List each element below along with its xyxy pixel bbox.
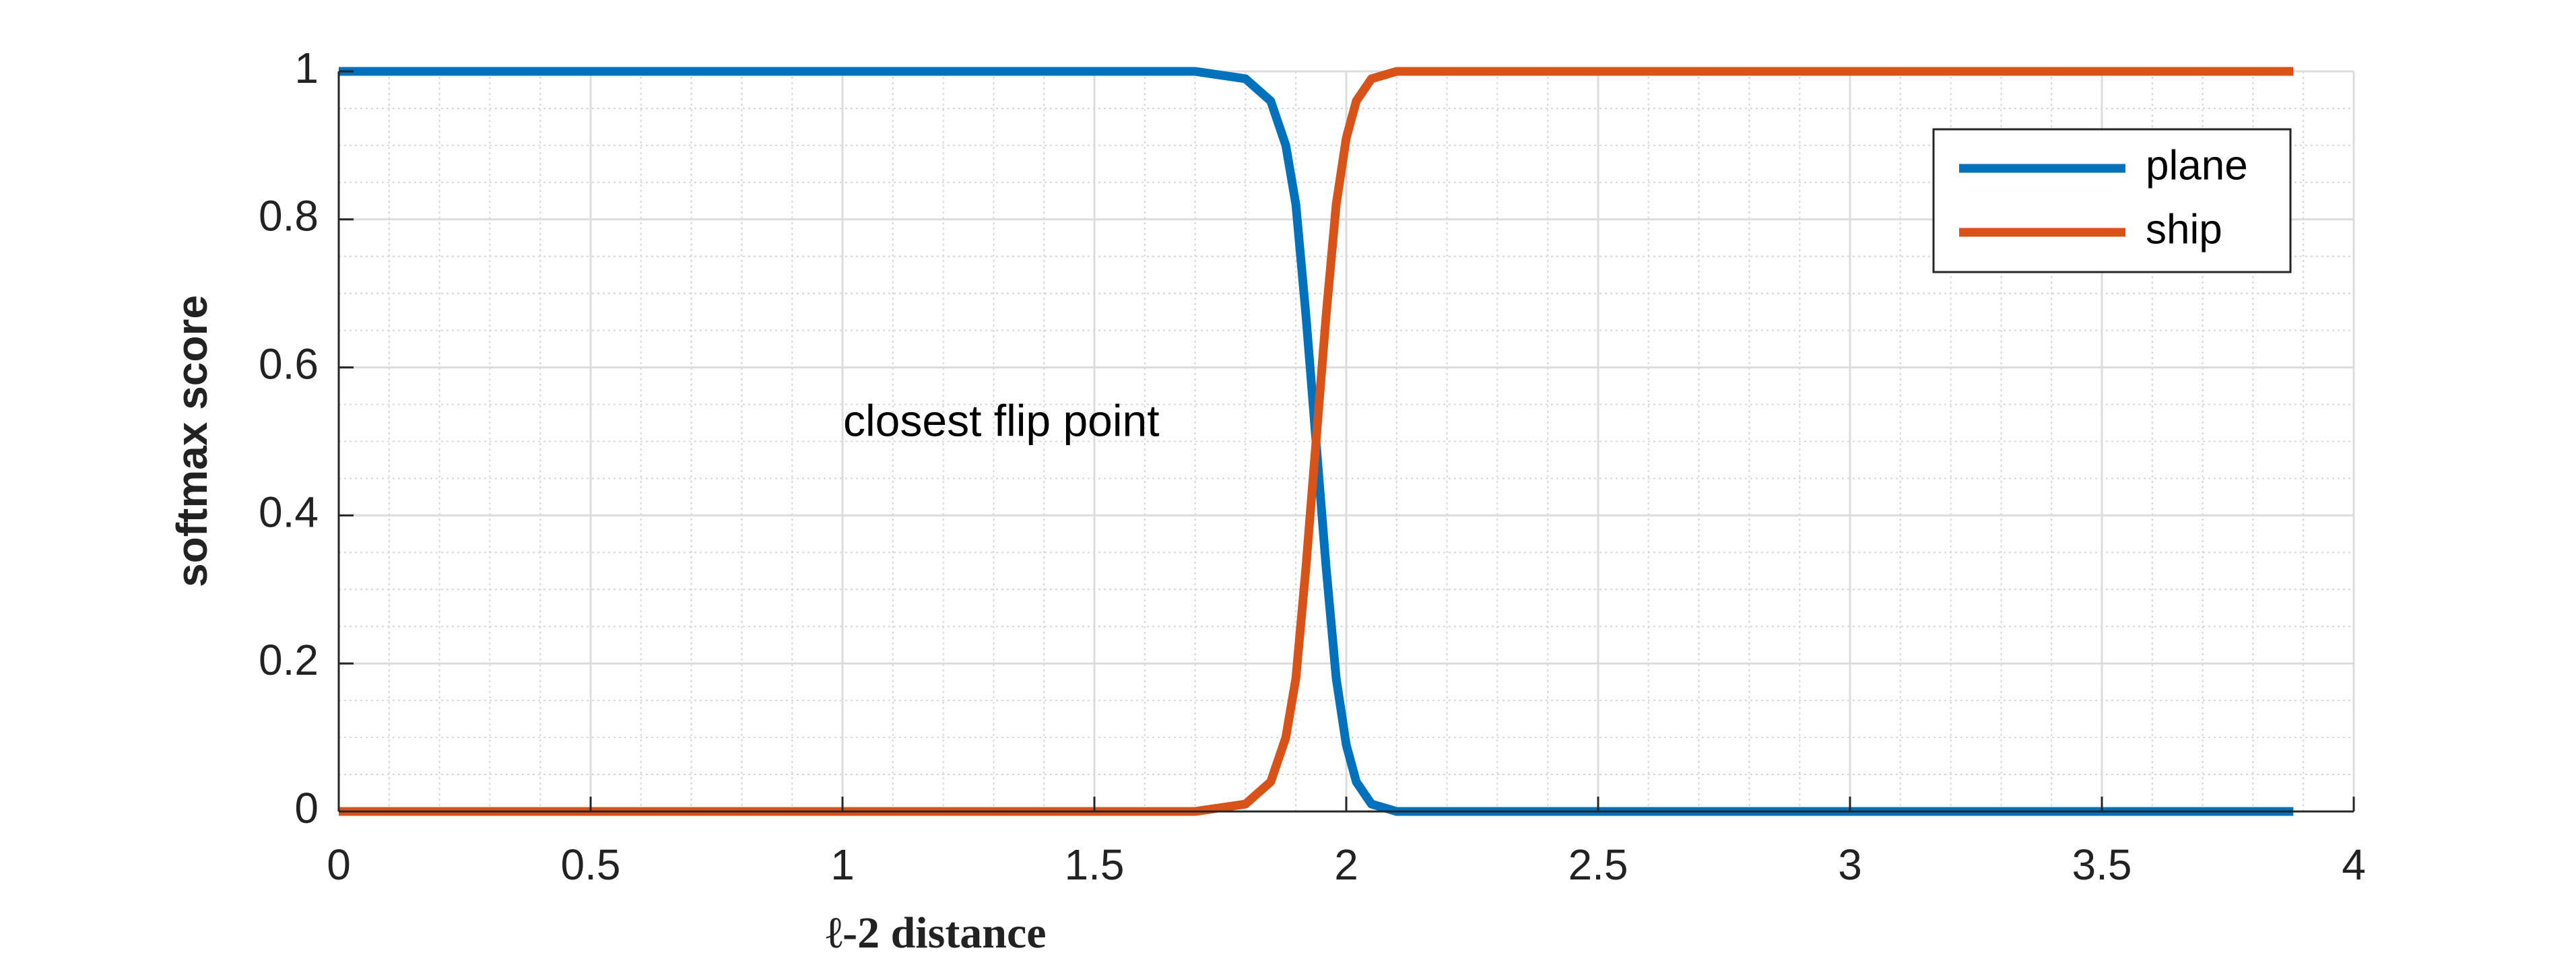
legend-label: ship [2146,206,2222,253]
x-tick-label: 2 [1334,840,1358,889]
y-axis-label: softmax score [168,295,216,587]
y-tick-label: 0.6 [259,340,319,389]
y-tick-label: 0.4 [259,488,319,536]
x-tick-label: 0.5 [561,840,621,889]
x-tick-label: 4 [2342,840,2366,889]
y-tick-label: 1 [294,44,319,92]
legend-box [1932,128,2292,273]
y-tick-label: 0.8 [259,192,319,240]
x-tick-label: 1.5 [1065,840,1125,889]
y-tick-label: 0 [294,784,319,832]
x-tick-label: 1 [830,840,855,889]
annotation: closest flip point [843,395,1160,445]
x-tick-label: 3 [1838,840,1862,889]
legend-label: plane [2146,142,2248,189]
y-tick-label: 0.2 [259,636,319,684]
x-tick-label: 2.5 [1568,840,1628,889]
x-tick-label: 3.5 [2072,840,2132,889]
x-tick-label: 0 [327,840,351,889]
x-axis-label: ℓ-2 distance [826,908,1046,958]
